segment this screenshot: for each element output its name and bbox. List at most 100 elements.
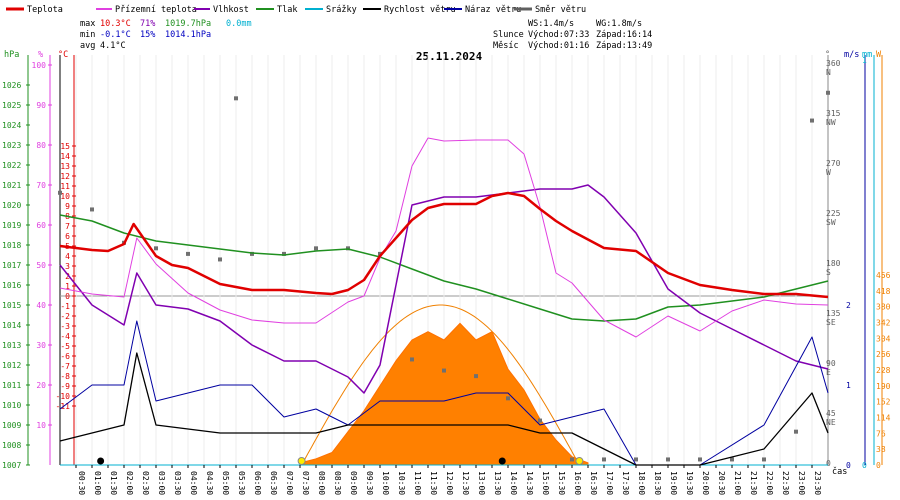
pressure-tick-label: 1020 (2, 201, 21, 210)
temperature-tick-label: 2 (65, 272, 70, 281)
x-tick-label: 15:00 (541, 471, 550, 495)
series-layer (58, 90, 830, 466)
wind-dir-compass-label: S (826, 268, 831, 277)
ground-temperature-line (59, 137, 829, 338)
x-tick-label: 19:00 (669, 471, 678, 495)
stats-min-temp: -0.1°C (100, 30, 131, 40)
humidity-line (59, 184, 829, 394)
wind-dir-compass-label: W (826, 168, 831, 177)
wind-dir-point (234, 96, 238, 101)
temperature-tick-label: -2 (60, 312, 70, 321)
x-tick-label: 21:00 (733, 471, 742, 495)
stats-max-hum: 71% (140, 19, 155, 29)
legend-label: Vlhkost (213, 5, 249, 15)
wind-dir-point (762, 457, 766, 462)
x-tick-label: 16:00 (573, 471, 582, 495)
x-tick-label: 06:30 (269, 471, 278, 495)
x-tick-label: 05:00 (221, 471, 230, 495)
x-tick-label: 12:30 (461, 471, 470, 495)
pressure-tick-label: 1011 (2, 381, 21, 390)
moonset: Západ:13:49 (596, 41, 652, 51)
x-tick-label: 08:00 (317, 471, 326, 495)
pressure-tick-label: 1026 (2, 81, 21, 90)
solar-axis-label: W (876, 50, 882, 60)
humidity-tick-label: 100 (32, 61, 47, 70)
wind-dir-point (474, 374, 478, 379)
moon-label: Měsíc (493, 41, 519, 51)
x-tick-label: 19:30 (685, 471, 694, 495)
wind-dir-point (810, 118, 814, 123)
x-tick-label: 14:30 (525, 471, 534, 495)
stats-avg-label: avg (80, 41, 95, 51)
x-tick-label: 20:30 (717, 471, 726, 495)
pressure-tick-label: 1010 (2, 401, 21, 410)
temperature-tick-label: -6 (60, 352, 70, 361)
temperature-axis-label: °C (58, 50, 68, 60)
pressure-tick-label: 1013 (2, 341, 21, 350)
wind-dir-point (154, 246, 158, 251)
pressure-tick-label: 1014 (2, 321, 21, 330)
solar-tick-label: 342 (876, 319, 891, 328)
wind-dir-axis-label: ° (825, 50, 830, 60)
pressure-tick-label: 1016 (2, 281, 21, 290)
x-axis: 00:30 01:00 01:30 02:00 02:30 03:00 03:30 04:00… (75, 465, 822, 495)
legend-label: Přízemní teplota (115, 5, 197, 15)
wind-dir-tick-label: 135 (826, 309, 841, 318)
solar-tick-label: 266 (876, 350, 891, 359)
wind-dir-tick-label: 360 (826, 59, 841, 68)
stats-min-hum: 15% (140, 30, 155, 40)
x-tick-label: 05:30 (237, 471, 246, 495)
x-tick-label: 18:00 (637, 471, 646, 495)
stats-max-label: max (80, 19, 95, 29)
wind-speed-line (59, 352, 829, 466)
wind-dir-point (250, 251, 254, 256)
x-tick-label: 22:30 (781, 471, 790, 495)
wind-dir-point (378, 251, 382, 256)
wind-dir-tick-label: 90 (826, 359, 836, 368)
temperature-tick-label: 6 (65, 232, 70, 241)
stats-min-press: 1014.1hPa (165, 30, 211, 40)
temperature-tick-label: 3 (65, 262, 70, 271)
solar-tick-label: 0 (876, 461, 881, 470)
moonset-marker (498, 457, 506, 465)
solar-tick-label: 418 (876, 287, 891, 296)
wind-dir-tick-label: 270 (826, 159, 841, 168)
wind-dir-point (442, 368, 446, 373)
legend-label: Srážky (326, 5, 357, 15)
stats-avg-temp: 4.1°C (100, 41, 126, 51)
legend: Teplota Přízemní teplota Vlhkost Tlak Sr… (6, 5, 586, 15)
temperature-tick-label: 11 (60, 182, 70, 191)
wind-dir-tick-label: 315 (826, 109, 841, 118)
humidity-tick-label: 40 (36, 301, 46, 310)
humidity-tick-label: 20 (36, 381, 46, 390)
temperature-tick-label: -4 (60, 332, 70, 341)
temperature-tick-label: 0 (65, 292, 70, 301)
wind-dir-compass-label: SW (826, 218, 836, 227)
pressure-tick-label: 1007 (2, 461, 21, 470)
wind-dir-point (730, 457, 734, 462)
x-tick-label: 07:00 (285, 471, 294, 495)
x-tick-label: 16:30 (589, 471, 598, 495)
x-tick-label: 06:00 (253, 471, 262, 495)
sunrise: Východ:07:33 (528, 30, 589, 40)
humidity-tick-label: 70 (36, 181, 46, 190)
wind-dir-point (58, 190, 62, 195)
temperature-tick-label: 14 (60, 152, 70, 161)
legend-label: Náraz větru (465, 5, 521, 15)
chart-title: 25.11.2024 (416, 50, 483, 63)
legend-label: Tlak (277, 5, 297, 15)
x-tick-label: 17:30 (621, 471, 630, 495)
temperature-tick-label: 12 (60, 172, 70, 181)
x-tick-label: 11:30 (429, 471, 438, 495)
wind-dir-point (602, 457, 606, 462)
sunrise-marker (297, 457, 306, 465)
temperature-tick-label: -5 (60, 342, 70, 351)
rain-tick-label: 0 (862, 461, 867, 470)
solar-tick-label: 76 (876, 429, 886, 438)
solar-tick-label: 380 (876, 303, 891, 312)
pressure-tick-label: 1021 (2, 181, 21, 190)
stats-min-label: min (80, 30, 95, 40)
wind-dir-point (538, 418, 542, 423)
astro-info: WS:1.4m/s WG:1.8m/s Slunce Východ:07:33 … (493, 19, 652, 51)
